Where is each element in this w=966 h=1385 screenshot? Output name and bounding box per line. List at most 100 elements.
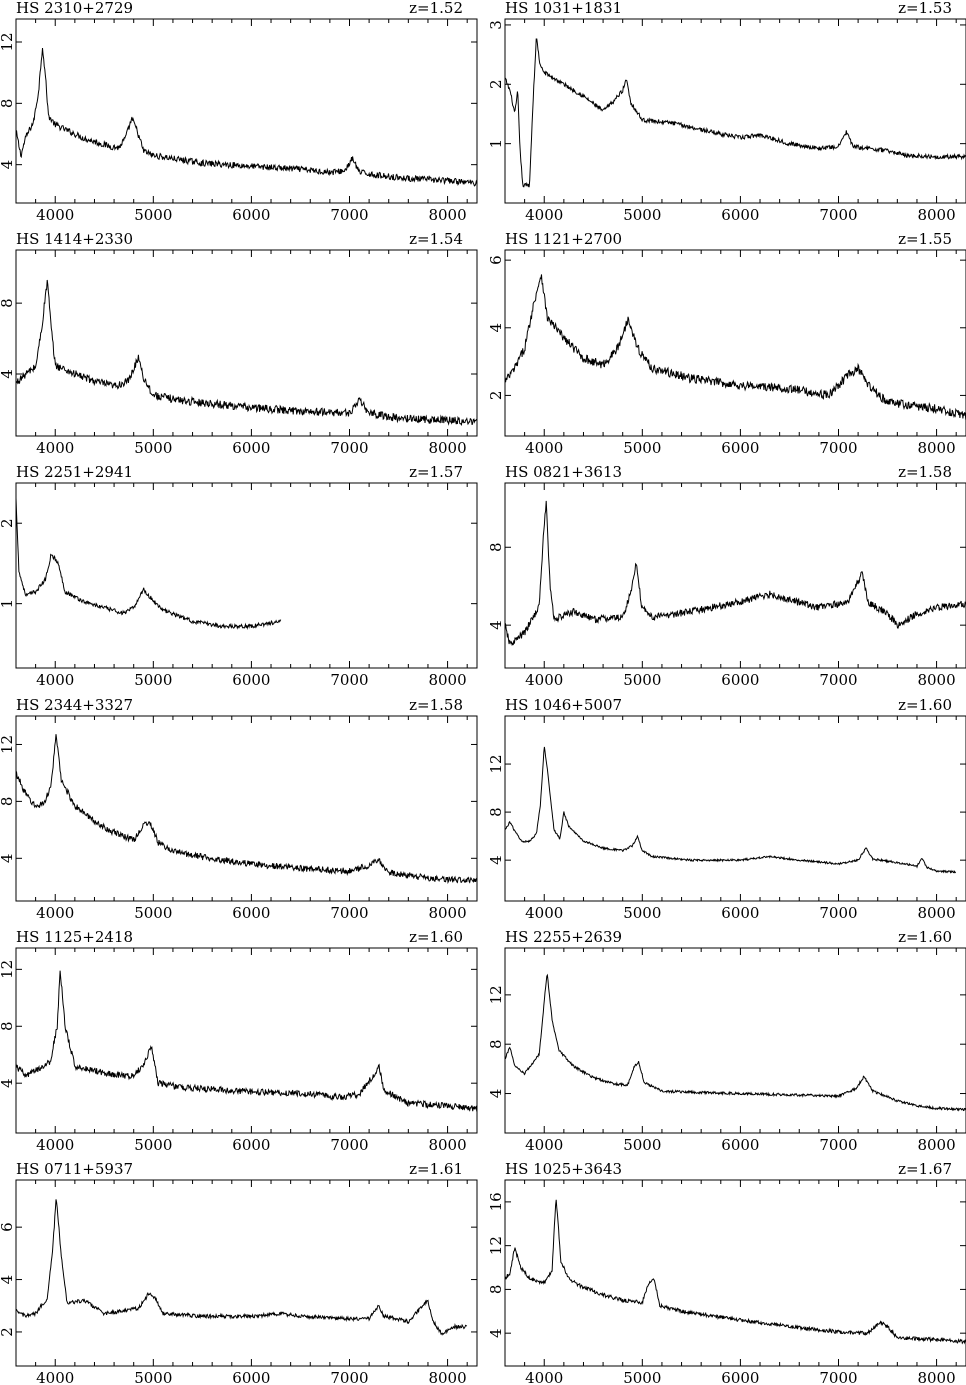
plot-frame: [504, 482, 966, 669]
x-tick-label: 6000: [721, 1136, 759, 1154]
x-tick-label: 6000: [721, 206, 759, 224]
x-tick-label: 4000: [36, 671, 74, 689]
x-tick-label: 7000: [819, 206, 857, 224]
spectrum-line: [504, 38, 966, 188]
x-tick-label: 8000: [428, 1136, 466, 1154]
y-tick-label: 2: [0, 1327, 16, 1337]
y-tick-label: 12: [487, 1236, 505, 1255]
plot-frame: [15, 482, 478, 669]
spectrum-line: [504, 1199, 966, 1345]
x-tick-label: 7000: [330, 671, 368, 689]
y-tick-label: 6: [0, 1222, 16, 1232]
x-tick-label: 6000: [232, 439, 270, 457]
spectrum-panel: HS 1125+2418 z=1.60 4000 5000 6000 7000 8000 4 8…: [0, 928, 478, 1154]
x-tick-label: 8000: [917, 904, 955, 922]
y-tick-label: 6: [487, 255, 505, 265]
y-tick-label: 4: [0, 160, 16, 170]
plot-frame: [504, 715, 966, 902]
spectrum-line: [15, 47, 478, 187]
x-tick-label: 8000: [917, 1136, 955, 1154]
spectrum-panel: HS 0821+3613 z=1.58 4000 5000 6000 7000 8000 4 8: [487, 463, 966, 689]
y-tick-label: 8: [487, 1039, 505, 1049]
x-tick-label: 4000: [36, 439, 74, 457]
spectrum-panel: HS 2255+2639 z=1.60 4000 5000 6000 7000 8000 4 8…: [487, 928, 966, 1154]
panel-title: HS 2255+2639: [505, 928, 622, 946]
y-tick-label: 12: [487, 755, 505, 774]
x-tick-label: 6000: [721, 439, 759, 457]
y-tick-label: 8: [487, 542, 505, 552]
x-tick-label: 4000: [525, 439, 563, 457]
redshift-label: z=1.57: [409, 463, 463, 481]
spectrum-line: [15, 497, 282, 631]
y-tick-label: 2: [487, 80, 505, 90]
x-tick-label: 8000: [917, 439, 955, 457]
panel-title: HS 1031+1831: [505, 0, 622, 17]
y-tick-label: 8: [487, 1285, 505, 1295]
x-tick-label: 8000: [428, 1369, 466, 1385]
y-tick-label: 4: [487, 1328, 505, 1338]
spectrum-line: [504, 274, 966, 420]
x-tick-label: 4000: [36, 206, 74, 224]
redshift-label: z=1.53: [898, 0, 952, 17]
redshift-label: z=1.58: [898, 463, 952, 481]
x-tick-label: 8000: [917, 671, 955, 689]
redshift-label: z=1.52: [409, 0, 463, 17]
spectrum-line: [15, 279, 478, 427]
x-tick-label: 5000: [134, 1136, 172, 1154]
x-tick-label: 7000: [330, 206, 368, 224]
panel-title: HS 1121+2700: [505, 230, 622, 248]
x-tick-label: 7000: [819, 904, 857, 922]
x-tick-label: 7000: [330, 1369, 368, 1385]
y-tick-label: 4: [0, 1078, 16, 1088]
redshift-label: z=1.55: [898, 230, 952, 248]
x-tick-label: 5000: [134, 1369, 172, 1385]
x-tick-label: 6000: [721, 1369, 759, 1385]
y-tick-label: 8: [487, 807, 505, 817]
y-tick-label: 1: [0, 599, 16, 609]
x-tick-label: 4000: [36, 904, 74, 922]
spectrum-panel: HS 1121+2700 z=1.55 4000 5000 6000 7000 8000 2 4…: [487, 230, 966, 457]
x-tick-label: 8000: [428, 206, 466, 224]
x-tick-label: 7000: [330, 904, 368, 922]
y-tick-label: 3: [487, 20, 505, 30]
panel-title: HS 1046+5007: [505, 696, 622, 714]
spectrum-panel: HS 1046+5007 z=1.60 4000 5000 6000 7000 8000 4 8…: [487, 696, 966, 922]
x-tick-label: 8000: [428, 671, 466, 689]
x-tick-label: 8000: [428, 904, 466, 922]
y-tick-label: 4: [0, 854, 16, 864]
y-tick-label: 4: [0, 1275, 16, 1285]
x-tick-label: 8000: [917, 206, 955, 224]
spectrum-panel: HS 2251+2941 z=1.57 4000 5000 6000 7000 8000 1 2: [0, 463, 478, 689]
plot-frame: [15, 1179, 478, 1367]
x-tick-label: 7000: [819, 439, 857, 457]
x-tick-label: 4000: [525, 671, 563, 689]
redshift-label: z=1.60: [898, 696, 952, 714]
plot-frame: [504, 18, 966, 204]
spectrum-panel: HS 2310+2729 z=1.52 4000 5000 6000 7000 8000 4 8…: [0, 0, 478, 224]
spectrum-panel: HS 1414+2330 z=1.54 4000 5000 6000 7000 8000 4 8: [0, 230, 478, 457]
plot-frame: [15, 715, 478, 902]
x-tick-label: 4000: [36, 1136, 74, 1154]
y-tick-label: 12: [0, 32, 16, 51]
x-tick-label: 7000: [819, 1136, 857, 1154]
y-tick-label: 2: [487, 391, 505, 401]
plot-frame: [504, 249, 966, 437]
y-tick-label: 4: [487, 323, 505, 333]
plot-frame: [15, 249, 478, 437]
plot-frame: [15, 947, 478, 1134]
x-tick-label: 5000: [623, 1136, 661, 1154]
spectrum-line: [504, 973, 966, 1112]
panel-title: HS 1025+3643: [505, 1160, 622, 1178]
x-tick-label: 6000: [721, 904, 759, 922]
panel-title: HS 2344+3327: [16, 696, 133, 714]
x-tick-label: 7000: [819, 1369, 857, 1385]
x-tick-label: 4000: [525, 1136, 563, 1154]
x-tick-label: 6000: [232, 1136, 270, 1154]
y-tick-label: 8: [0, 99, 16, 109]
x-tick-label: 7000: [330, 1136, 368, 1154]
x-tick-label: 4000: [525, 1369, 563, 1385]
x-tick-label: 5000: [134, 904, 172, 922]
plot-frame: [504, 1179, 966, 1367]
x-tick-label: 5000: [623, 206, 661, 224]
plot-frame: [504, 947, 966, 1134]
